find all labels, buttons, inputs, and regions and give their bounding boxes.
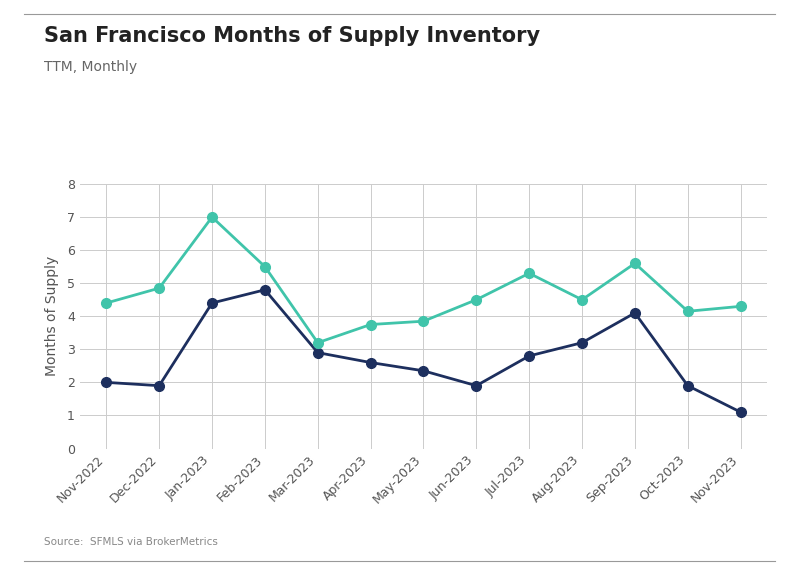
Single-Family Home [101, 379, 111, 386]
Single-Family Home [207, 300, 217, 306]
Condo [154, 285, 164, 292]
Single-Family Home [313, 349, 323, 356]
Condo [260, 263, 270, 270]
Condo [419, 318, 428, 325]
Condo [577, 296, 586, 303]
Condo [736, 303, 745, 310]
Condo [366, 321, 376, 328]
Condo [207, 213, 217, 220]
Single-Family Home [577, 339, 586, 346]
Line: Single-Family Home: Single-Family Home [101, 285, 745, 417]
Text: Source:  SFMLS via BrokerMetrics: Source: SFMLS via BrokerMetrics [44, 538, 218, 547]
Line: Condo: Condo [101, 212, 745, 347]
Single-Family Home [630, 309, 640, 316]
Condo [471, 296, 481, 303]
Single-Family Home [154, 382, 164, 389]
Y-axis label: Months of Supply: Months of Supply [45, 256, 58, 377]
Single-Family Home [366, 359, 376, 366]
Single-Family Home [471, 382, 481, 389]
Condo [313, 339, 323, 346]
Condo [524, 270, 534, 277]
Single-Family Home [524, 352, 534, 359]
Condo [101, 300, 111, 306]
Single-Family Home [683, 382, 693, 389]
Single-Family Home [419, 367, 428, 374]
Single-Family Home [260, 286, 270, 293]
Text: TTM, Monthly: TTM, Monthly [44, 60, 137, 74]
Single-Family Home [736, 409, 745, 416]
Text: San Francisco Months of Supply Inventory: San Francisco Months of Supply Inventory [44, 26, 540, 46]
Condo [683, 308, 693, 315]
Condo [630, 260, 640, 267]
